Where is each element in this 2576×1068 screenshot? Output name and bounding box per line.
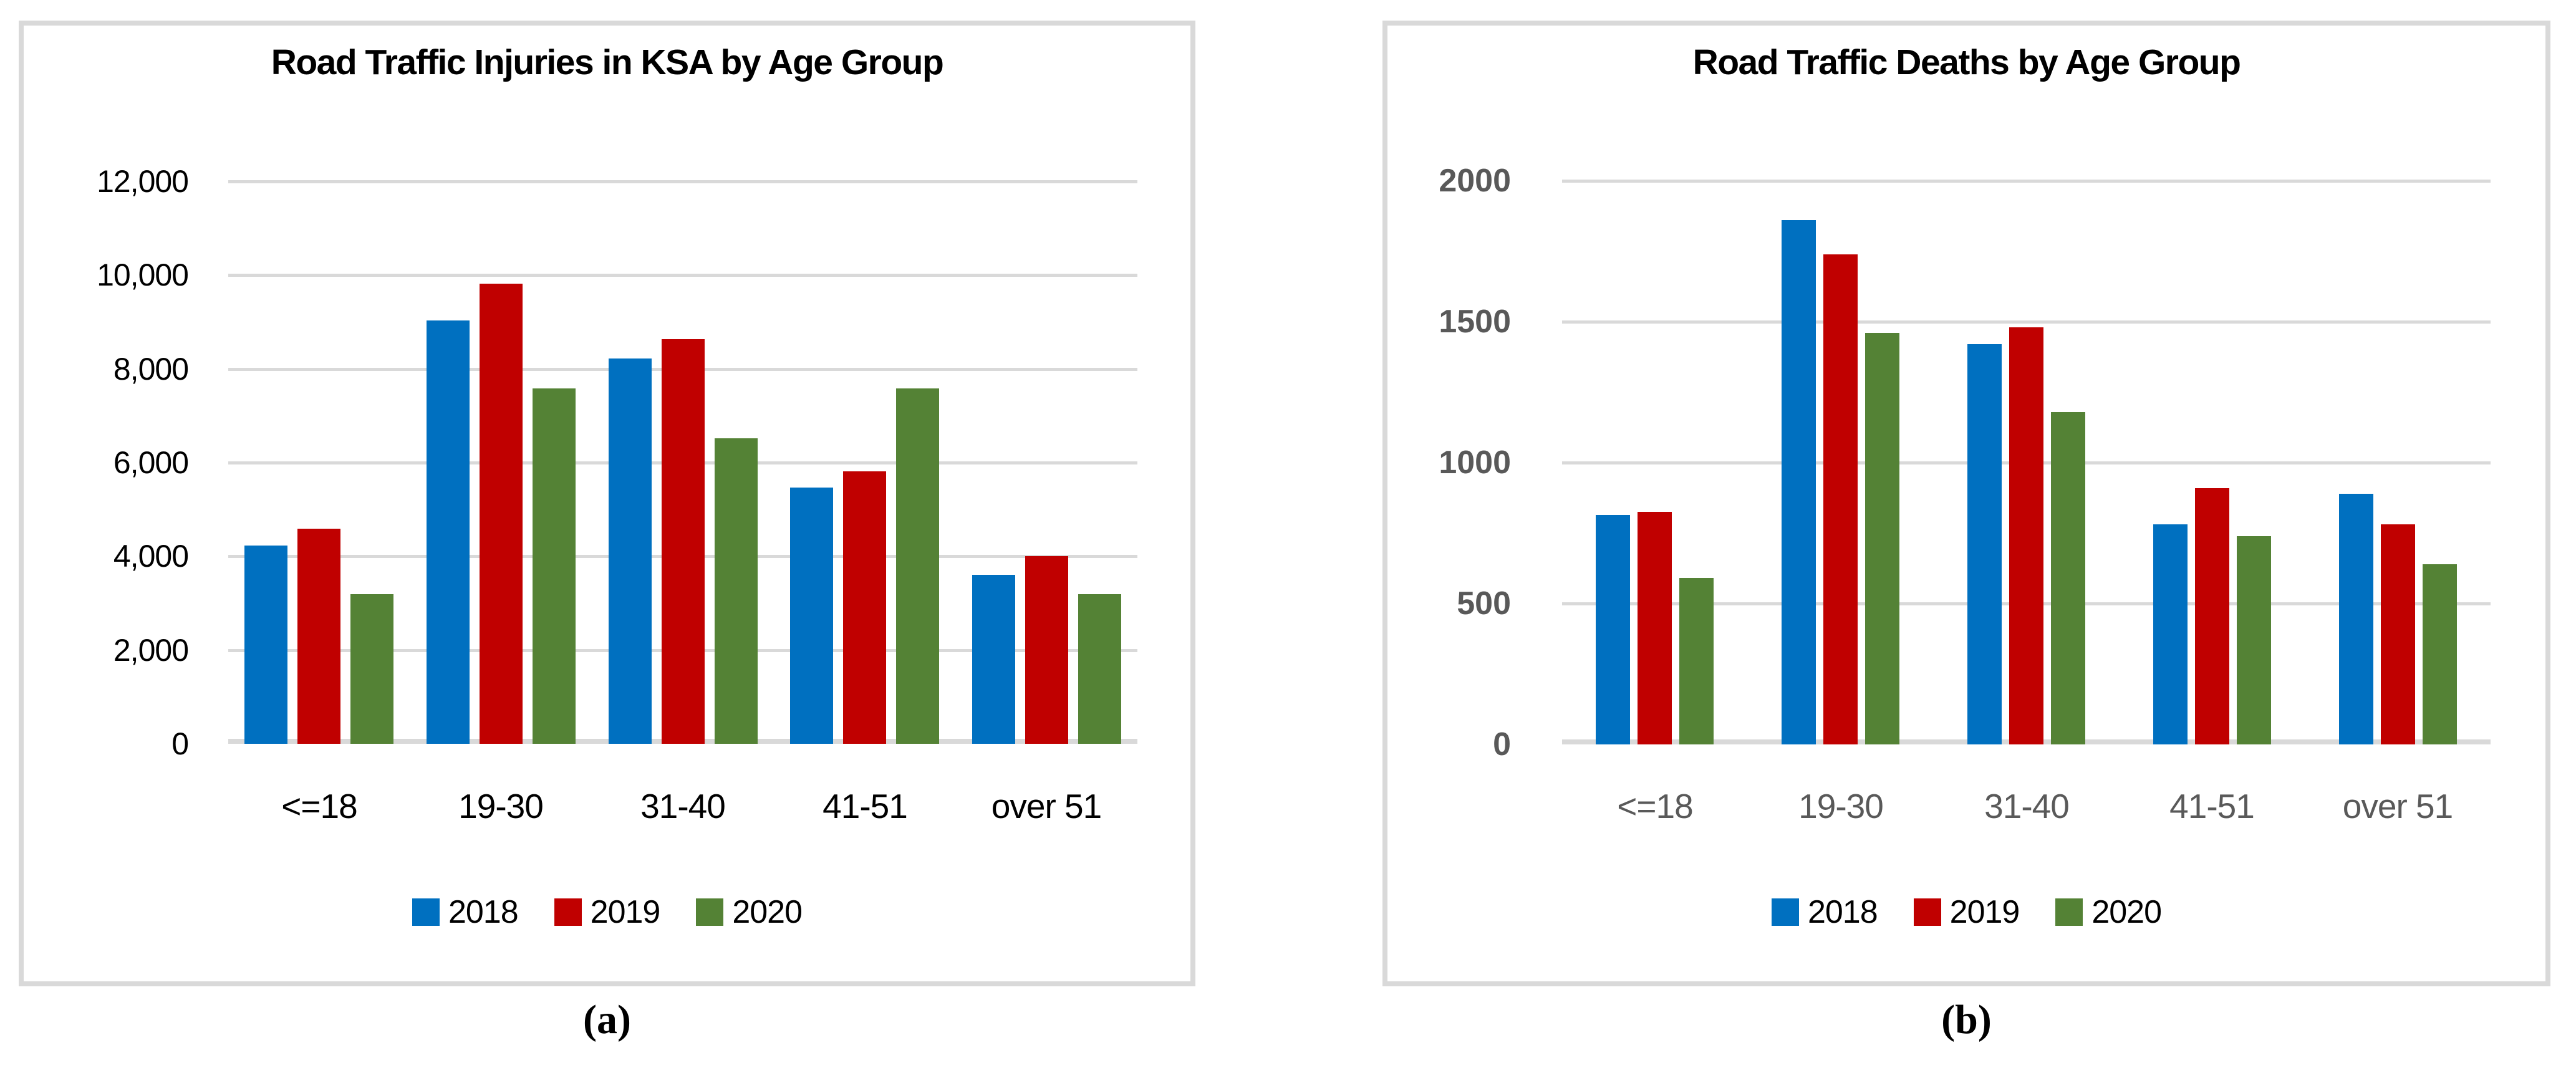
chart-panel-deaths: Road Traffic Deaths by Age Group 2000 150… <box>1382 21 2550 986</box>
legend-swatch-2018 <box>1771 898 1799 926</box>
x-axis-category-label: 31-40 <box>640 787 726 825</box>
y-axis-tick-label: 0 <box>171 726 189 761</box>
legend-swatch-2020 <box>2055 898 2083 926</box>
x-axis-category-label: 19-30 <box>458 787 544 825</box>
bar-2019-19-30 <box>480 284 523 744</box>
y-axis-tick-label: 4,000 <box>113 539 189 574</box>
bar-2020-<=18 <box>1679 578 1714 744</box>
x-axis: <=18 19-30 31-40 41-51 over 51 <box>228 787 1137 837</box>
y-axis-tick-label: 8,000 <box>113 352 189 387</box>
chart-title: Road Traffic Deaths by Age Group <box>1692 42 2241 82</box>
y-axis-tick-label: 2,000 <box>113 633 189 668</box>
y-axis-tick-label: 500 <box>1457 585 1511 622</box>
bar-2020-41-51 <box>896 388 939 744</box>
legend-item-2019: 2019 <box>1913 893 2020 931</box>
legend-label: 2020 <box>2091 894 2162 930</box>
bar-2020-31-40 <box>715 438 758 744</box>
bar-2020-over-51 <box>2423 564 2457 744</box>
y-axis: 12,000 10,000 8,000 6,000 4,000 2,000 0 <box>24 164 189 761</box>
bar-2020-31-40 <box>2051 412 2085 744</box>
y-axis-tick-label: 0 <box>1493 726 1511 763</box>
bar-2018-31-40 <box>609 358 652 744</box>
gridline <box>1562 180 2491 183</box>
bar-2019-41-51 <box>843 471 886 744</box>
y-axis: 2000 1500 1000 500 0 <box>1387 163 1511 763</box>
bar-2020-19-30 <box>1865 333 1899 744</box>
plot-area <box>228 180 1137 744</box>
y-axis-tick-label: 6,000 <box>113 445 189 480</box>
legend-swatch-2019 <box>554 898 582 926</box>
bar-2018-<=18 <box>1596 515 1630 744</box>
gridline <box>228 180 1137 183</box>
legend-item-2018: 2018 <box>1771 893 1878 931</box>
legend-item-2018: 2018 <box>412 893 519 931</box>
bar-2019-<=18 <box>1638 512 1672 744</box>
y-axis-tick-label: 2000 <box>1439 163 1511 199</box>
bar-2018-19-30 <box>427 320 470 744</box>
x-axis-category-label: over 51 <box>2342 787 2453 825</box>
legend: 2018 2019 2020 <box>24 893 1190 931</box>
bar-2019-19-30 <box>1823 254 1858 744</box>
y-axis-tick-label: 1000 <box>1439 445 1511 481</box>
legend-swatch-2019 <box>1913 898 1941 926</box>
legend-item-2020: 2020 <box>696 893 803 931</box>
bar-2020-<=18 <box>350 594 393 744</box>
bar-2019-over-51 <box>1025 556 1068 744</box>
legend-item-2020: 2020 <box>2055 893 2162 931</box>
bar-2019-<=18 <box>297 529 340 744</box>
x-axis-category-label: 41-51 <box>2169 787 2255 825</box>
bar-2018-over-51 <box>2339 494 2373 744</box>
legend-label: 2019 <box>590 894 661 930</box>
bar-2020-41-51 <box>2237 536 2271 744</box>
bar-2020-over-51 <box>1078 594 1121 744</box>
bar-2018-41-51 <box>2153 524 2188 744</box>
x-axis-category-label: over 51 <box>991 787 1102 825</box>
gridline <box>228 274 1137 277</box>
x-axis-category-label: 41-51 <box>822 787 908 825</box>
bar-2019-over-51 <box>2381 524 2415 744</box>
gridline <box>1562 320 2491 324</box>
bar-2018-<=18 <box>244 546 287 744</box>
chart-panel-injuries: Road Traffic Injuries in KSA by Age Grou… <box>19 21 1195 986</box>
bar-2020-19-30 <box>533 388 576 744</box>
bar-2018-31-40 <box>1967 344 2002 744</box>
x-axis-category-label: 31-40 <box>1984 787 2070 825</box>
bar-2019-31-40 <box>2009 327 2043 744</box>
legend: 2018 2019 2020 <box>1387 893 2545 931</box>
legend-swatch-2018 <box>412 898 440 926</box>
chart-title: Road Traffic Injuries in KSA by Age Grou… <box>271 42 944 82</box>
x-axis: <=18 19-30 31-40 41-51 over 51 <box>1562 787 2491 837</box>
figure-caption-a: (a) <box>583 997 631 1042</box>
legend-label: 2018 <box>1807 894 1878 930</box>
bar-2019-41-51 <box>2195 488 2229 744</box>
legend-label: 2020 <box>732 894 803 930</box>
bar-2018-19-30 <box>1782 220 1816 744</box>
x-axis-category-label: <=18 <box>1617 787 1693 825</box>
legend-item-2019: 2019 <box>554 893 660 931</box>
legend-swatch-2020 <box>696 898 724 926</box>
bar-2018-over-51 <box>972 575 1015 744</box>
bar-2018-41-51 <box>790 488 833 744</box>
y-axis-tick-label: 12,000 <box>97 164 189 199</box>
y-axis-tick-label: 1500 <box>1439 304 1511 340</box>
x-axis-category-label: 19-30 <box>1798 787 1884 825</box>
x-axis-category-label: <=18 <box>281 787 357 825</box>
figure-caption-b: (b) <box>1941 997 1992 1042</box>
bar-2019-31-40 <box>662 339 705 744</box>
y-axis-tick-label: 10,000 <box>97 257 189 292</box>
plot-area <box>1562 180 2491 744</box>
legend-label: 2018 <box>448 894 519 930</box>
legend-label: 2019 <box>1949 894 2020 930</box>
